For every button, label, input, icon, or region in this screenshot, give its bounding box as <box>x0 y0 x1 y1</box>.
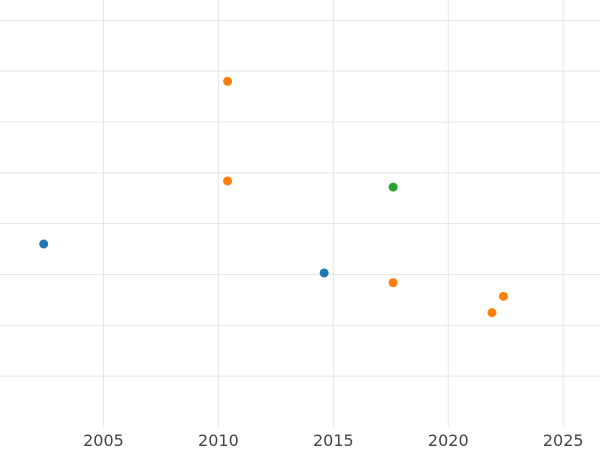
data-point <box>223 76 233 86</box>
x-tick-label: 2010 <box>198 431 239 450</box>
x-tick-label: 2025 <box>543 431 584 450</box>
x-tick-label: 2005 <box>83 431 124 450</box>
points-layer <box>39 76 508 318</box>
data-point <box>39 239 49 249</box>
data-point <box>319 268 329 278</box>
data-point <box>388 182 398 192</box>
grid-layer <box>0 0 600 427</box>
x-tick-label: 2020 <box>428 431 469 450</box>
data-point <box>223 176 233 186</box>
data-point <box>498 291 508 301</box>
x-tick-label: 2015 <box>313 431 354 450</box>
data-point <box>388 278 398 288</box>
data-point <box>487 308 497 318</box>
x-axis-ticks: 2005 2010 2015 2020 2025 <box>83 431 583 450</box>
